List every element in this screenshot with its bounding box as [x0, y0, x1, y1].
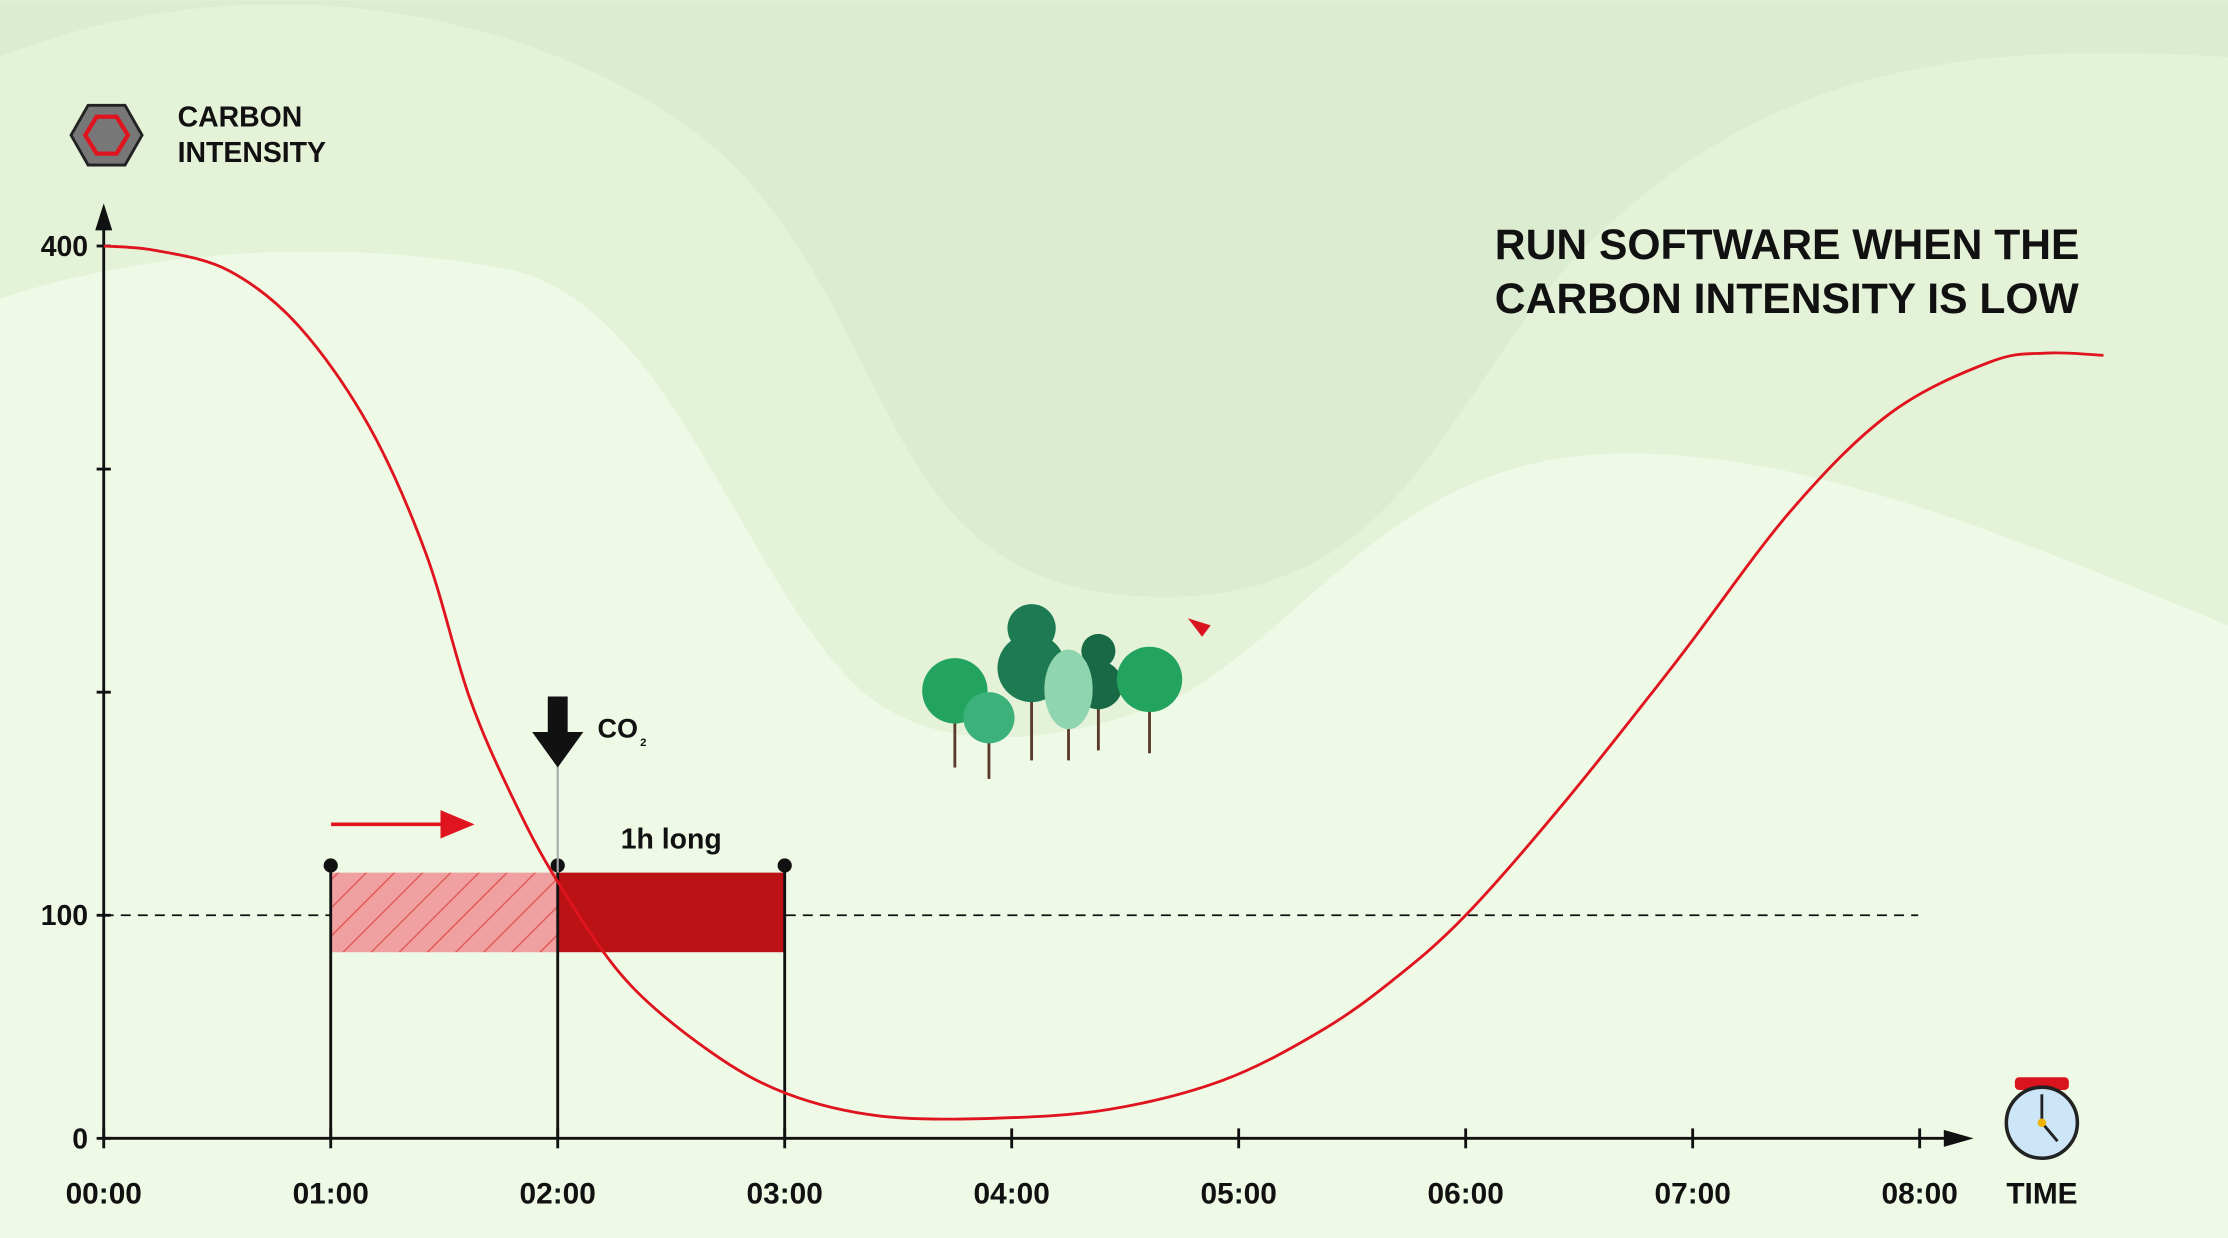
x-axis-arrow	[1943, 1129, 1974, 1147]
y-axis-label: INTENSITY	[178, 137, 326, 169]
window-edge-dot	[777, 858, 792, 873]
annotation-text: CO	[597, 714, 637, 744]
shift-arrow-head	[440, 810, 475, 839]
window-edge-dot	[323, 858, 338, 873]
run-window	[557, 872, 785, 953]
hill-back	[0, 0, 2228, 597]
x-tick-label: 07:00	[1655, 1178, 1731, 1211]
x-axis-label: TIME	[2006, 1178, 2077, 1211]
x-tick-label: 05:00	[1201, 1178, 1277, 1211]
y-tick-label: 100	[41, 900, 88, 932]
annotation-subscript: 2	[640, 737, 646, 749]
y-tick-label: 0	[72, 1123, 88, 1155]
intensity-line	[103, 244, 2104, 1121]
x-tick-label: 02:00	[520, 1178, 596, 1211]
shifted-window	[330, 872, 558, 953]
y-axis-arrow	[95, 203, 113, 231]
chart-title: CARBON INTENSITY IS LOW	[1495, 275, 2080, 323]
trees	[922, 604, 1211, 779]
x-tick-label: 06:00	[1428, 1178, 1504, 1211]
job-label: 1h long	[621, 823, 722, 855]
y-tick-label: 400	[41, 231, 88, 263]
hill-middle	[0, 4, 2228, 738]
chart-title: RUN SOFTWARE WHEN THE	[1495, 221, 2080, 269]
x-tick-label: 03:00	[747, 1178, 823, 1211]
annotation-arrow	[532, 696, 584, 768]
clock-icon	[2004, 1077, 2080, 1161]
x-tick-label: 04:00	[974, 1178, 1050, 1211]
x-tick-label: 08:00	[1882, 1178, 1958, 1211]
x-tick-label: 01:00	[293, 1178, 369, 1211]
y-axis-label: CARBON	[178, 102, 303, 134]
intensity-icon	[69, 103, 144, 167]
x-tick-label: 00:00	[66, 1178, 142, 1211]
